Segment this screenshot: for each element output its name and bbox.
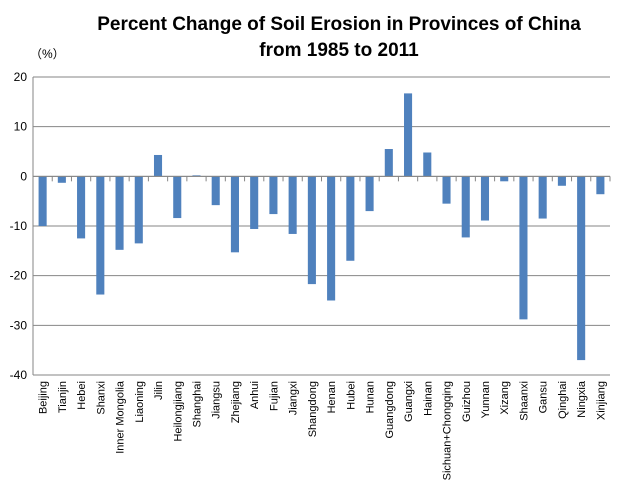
bar bbox=[173, 176, 182, 219]
y-tick-label: 10 bbox=[14, 120, 28, 134]
x-tick-label: Jilin bbox=[153, 381, 165, 400]
bar bbox=[404, 93, 413, 177]
x-tick-label: Anhui bbox=[249, 381, 261, 409]
bar bbox=[365, 176, 374, 212]
x-tick-label: Shanghai bbox=[191, 381, 203, 428]
x-tick-label: Beijing bbox=[38, 381, 50, 414]
bar bbox=[269, 176, 278, 215]
x-tick-label: Qinghai bbox=[557, 381, 569, 419]
x-tick-label: Tianjin bbox=[57, 381, 69, 413]
x-tick-label: Hubei bbox=[345, 381, 357, 410]
bar bbox=[153, 154, 163, 177]
bar bbox=[519, 176, 528, 320]
bar bbox=[115, 176, 124, 250]
chart-title-line-2: from 1985 to 2011 bbox=[259, 40, 419, 61]
x-tick-label: Shanxi bbox=[95, 381, 107, 415]
bar bbox=[480, 176, 490, 221]
x-tick-label: Shaanxi bbox=[518, 381, 530, 421]
bar bbox=[134, 176, 143, 244]
x-tick-label: Gansu bbox=[538, 381, 550, 413]
bar bbox=[577, 176, 586, 361]
bar bbox=[230, 176, 239, 253]
x-tick-label: Jiangsu bbox=[211, 381, 223, 419]
x-tick-label: Fujian bbox=[268, 381, 280, 411]
x-tick-label: Shangdong bbox=[307, 381, 319, 437]
bar bbox=[38, 176, 47, 226]
x-tick-label: Hainan bbox=[422, 381, 434, 416]
bar bbox=[288, 176, 297, 234]
bar bbox=[500, 176, 509, 182]
bar bbox=[96, 176, 105, 295]
x-tick-label: Xinjiang bbox=[595, 381, 607, 420]
bar bbox=[250, 176, 259, 229]
bar bbox=[423, 152, 432, 177]
y-axis-unit-label: （%） bbox=[30, 47, 65, 61]
bar bbox=[57, 176, 66, 183]
x-tick-label: Zhejiang bbox=[230, 381, 242, 423]
bar bbox=[442, 176, 451, 204]
x-tick-label: Inner Mongolia bbox=[115, 380, 127, 454]
bar bbox=[211, 176, 220, 206]
x-tick-label: Hunan bbox=[365, 381, 377, 413]
x-tick-label: Henan bbox=[326, 381, 338, 413]
x-tick-label: Yunnan bbox=[480, 381, 492, 418]
y-tick-label: 0 bbox=[20, 169, 27, 183]
x-tick-label: Hebei bbox=[76, 381, 88, 410]
bar bbox=[596, 176, 605, 195]
bar bbox=[461, 176, 470, 238]
x-tick-label: Heilongjiang bbox=[172, 381, 184, 442]
y-tick-label: -10 bbox=[10, 219, 28, 233]
x-tick-label: Xizang bbox=[499, 381, 511, 415]
x-tick-label: Guangdong bbox=[384, 381, 396, 439]
x-tick-label: Guizhou bbox=[461, 381, 473, 422]
x-tick-label: Sichuan+Chongqing bbox=[442, 381, 454, 480]
bar bbox=[384, 149, 393, 177]
x-tick-label: Ningxia bbox=[576, 380, 588, 418]
x-tick-label: Liaoning bbox=[134, 381, 146, 423]
x-tick-label: Guangxi bbox=[403, 381, 415, 422]
bar bbox=[538, 176, 547, 219]
bar bbox=[307, 176, 316, 285]
bar bbox=[327, 176, 336, 301]
y-tick-label: -30 bbox=[10, 318, 28, 332]
bar bbox=[557, 176, 566, 186]
bar bbox=[77, 176, 86, 239]
chart-title: Percent Change of Soil Erosion in Provin… bbox=[60, 12, 618, 64]
y-tick-label: -40 bbox=[10, 368, 28, 382]
y-tick-label: -20 bbox=[10, 269, 28, 283]
x-tick-label: Jiangxi bbox=[288, 381, 300, 415]
bar bbox=[346, 176, 355, 261]
chart-title-line-1: Percent Change of Soil Erosion in Provin… bbox=[97, 14, 581, 35]
y-tick-label: 20 bbox=[14, 70, 28, 84]
